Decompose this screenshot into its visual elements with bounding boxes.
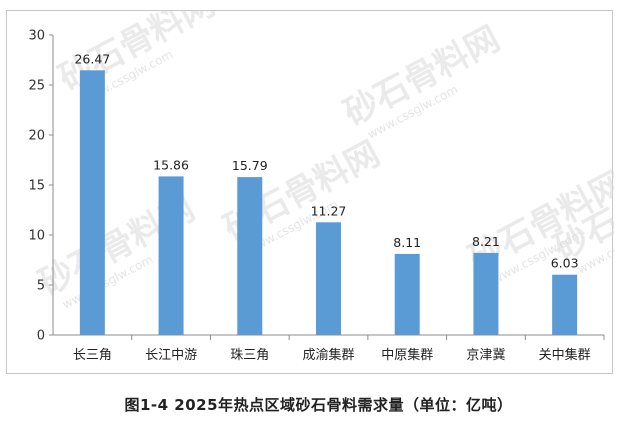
labels-group: 26.47 长三角 15.86 长江中游 15.79 珠三角 11.27 成渝集群 8.11 中原…: [73, 51, 591, 363]
bars-group: [79, 70, 578, 336]
x-tick-label: 长江中游: [145, 348, 197, 363]
y-tick-label: 5: [37, 279, 45, 294]
chart-frame: 砂石骨料网 www.cssglw.com 砂石骨料网 www.cssglw.com 砂石…: [6, 10, 614, 374]
y-tick-label: 0: [37, 329, 45, 344]
bar: [473, 252, 499, 335]
x-tick-label: 关中集群: [539, 347, 591, 363]
x-tick-label: 成渝集群: [302, 347, 354, 363]
bar: [158, 176, 184, 335]
x-tick-label: 长三角: [73, 348, 112, 363]
bar: [237, 177, 263, 335]
bar: [79, 70, 105, 336]
data-label: 11.27: [311, 203, 347, 218]
data-label: 8.11: [393, 235, 421, 250]
figure-caption: 图1-4 2025年热点区域砂石骨料需求量（单位：亿吨）: [124, 396, 513, 414]
x-tick-label: 京津冀: [466, 347, 505, 363]
svg-text:砂石骨料网: 砂石骨料网: [337, 19, 506, 134]
data-label: 15.79: [232, 158, 268, 173]
x-tick-label: 中原集群: [381, 347, 433, 363]
data-label: 26.47: [74, 51, 110, 66]
y-tick-label: 10: [28, 229, 45, 244]
data-label: 8.21: [472, 234, 500, 249]
y-tick-label: 20: [28, 129, 45, 144]
y-tick-label: 25: [28, 79, 45, 94]
x-tick-label: 珠三角: [230, 348, 269, 363]
y-tick-label: 15: [28, 179, 45, 194]
bar: [552, 274, 578, 335]
y-tick-label: 30: [28, 29, 45, 44]
data-label: 15.86: [153, 157, 189, 172]
bar: [316, 222, 341, 335]
data-label: 6.03: [551, 256, 579, 271]
bar: [394, 253, 420, 335]
